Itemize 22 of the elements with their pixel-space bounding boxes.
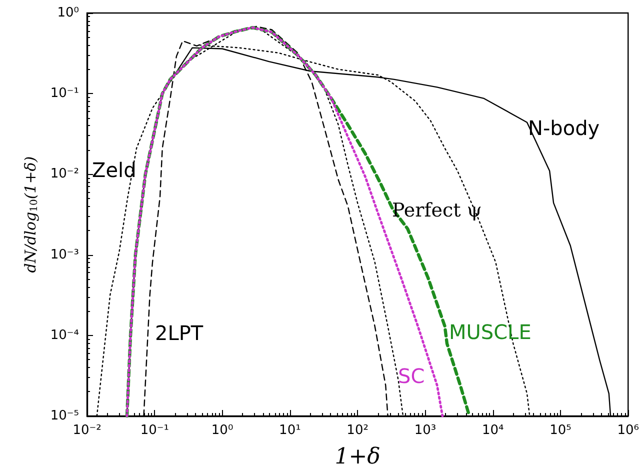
x-axis-title: 1+δ (334, 444, 380, 470)
x-tick-label: 10¹ (279, 423, 301, 438)
x-tick-label: 10³ (414, 423, 436, 438)
x-tick-label: 10⁻² (72, 423, 102, 438)
x-tick-label: 10⁴ (482, 423, 504, 438)
x-tick-label: 10² (346, 423, 368, 438)
y-tick-label: 10⁻⁵ (50, 408, 79, 424)
x-tick-label: 10⁻¹ (140, 423, 169, 438)
y-tick-label: 10⁻³ (50, 247, 79, 262)
y-tick-label: 10⁻⁴ (50, 328, 79, 343)
y-tick-label: 10⁻¹ (50, 86, 79, 102)
y-axis-title: dN/dlog10(1+δ) (21, 156, 40, 273)
x-tick-label: 10⁵ (550, 423, 572, 438)
series-label: Zeld (92, 158, 136, 182)
series-label: 2LPT (155, 321, 204, 345)
y-tick-label: 10⁰ (57, 6, 79, 20)
y-tick-label: 10⁻² (50, 166, 79, 182)
x-tick-label: 10⁰ (211, 423, 234, 438)
series-label: SC (398, 364, 425, 388)
x-tick-label: 10⁶ (617, 423, 640, 438)
series-label: MUSCLE (449, 320, 532, 344)
series-label: N-body (528, 116, 600, 140)
